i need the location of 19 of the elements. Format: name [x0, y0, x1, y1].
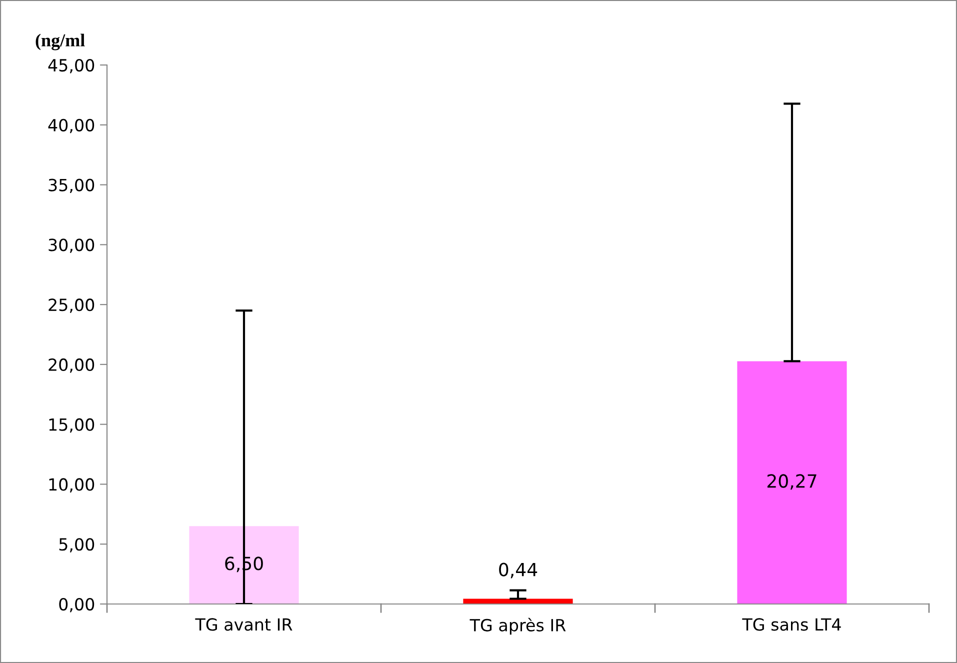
y-tick-label: 35,00 — [48, 178, 94, 194]
data-label: 20,27 — [767, 474, 816, 490]
y-tick-label: 25,00 — [48, 298, 94, 313]
x-tick-label: TG après IR — [470, 618, 566, 635]
y-tick-label: 0,00 — [59, 598, 94, 612]
x-tick-label: TG avant IR — [195, 618, 292, 631]
bar — [737, 361, 847, 604]
y-tick-label: 30,00 — [48, 238, 94, 253]
y-tick-label: 5,00 — [59, 538, 94, 552]
y-tick-label: 15,00 — [49, 418, 94, 433]
bar — [463, 598, 573, 604]
y-tick-label: 45,00 — [48, 58, 94, 74]
y-tick-label: 20,00 — [48, 358, 94, 373]
x-tick-label: TG sans LT4 — [742, 618, 841, 631]
y-axis-title: (ng/ml — [36, 34, 85, 50]
bar — [189, 526, 299, 604]
data-label: 0,44 — [499, 562, 538, 578]
y-tick-label: 40,00 — [48, 118, 94, 134]
y-tick-label: 10,00 — [49, 478, 94, 492]
